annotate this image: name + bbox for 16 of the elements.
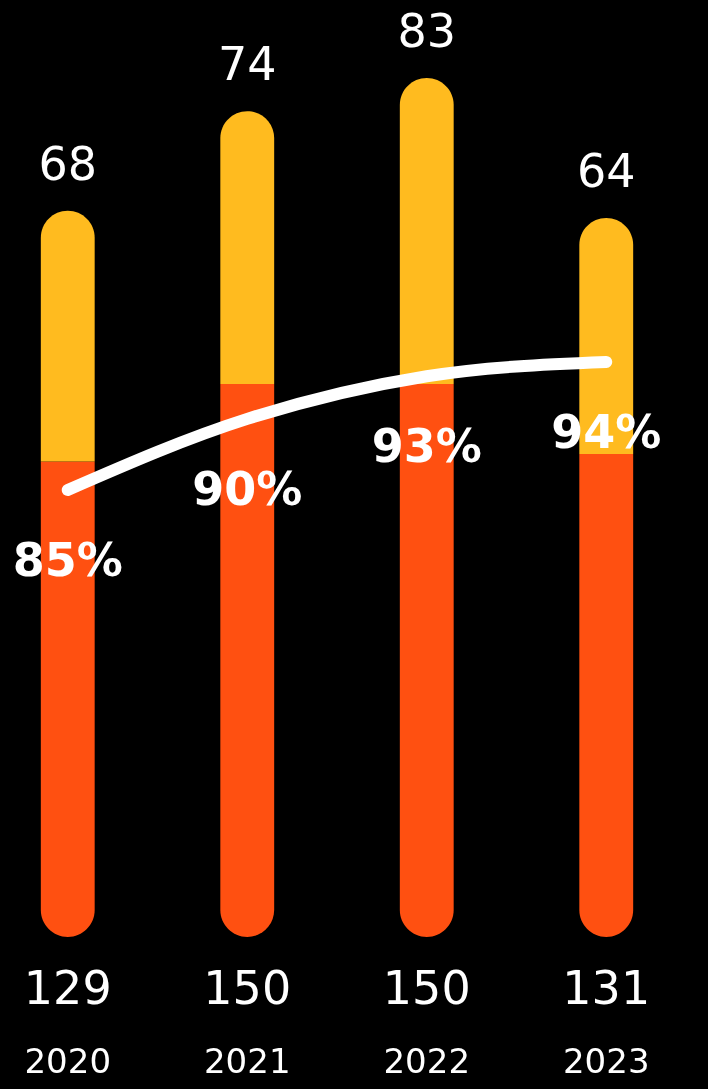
x-tick-label: 2021	[203, 1040, 291, 1081]
data-label: 83	[397, 4, 457, 58]
x-tick-label: 2022	[383, 1040, 471, 1081]
data-label: 64	[576, 144, 636, 199]
data-label: 74	[217, 37, 277, 92]
bar	[40, 210, 95, 462]
x-tick-label: 2023	[562, 1040, 650, 1081]
data-label: 150	[382, 961, 471, 1015]
data-label: 68	[38, 136, 98, 191]
data-label: 131	[562, 961, 651, 1015]
x-tick-label: 2020	[24, 1040, 112, 1081]
data-label: 129	[23, 961, 112, 1015]
bar	[579, 454, 634, 937]
bar	[220, 111, 275, 384]
data-label: 150	[203, 961, 292, 1015]
bar	[399, 78, 454, 384]
